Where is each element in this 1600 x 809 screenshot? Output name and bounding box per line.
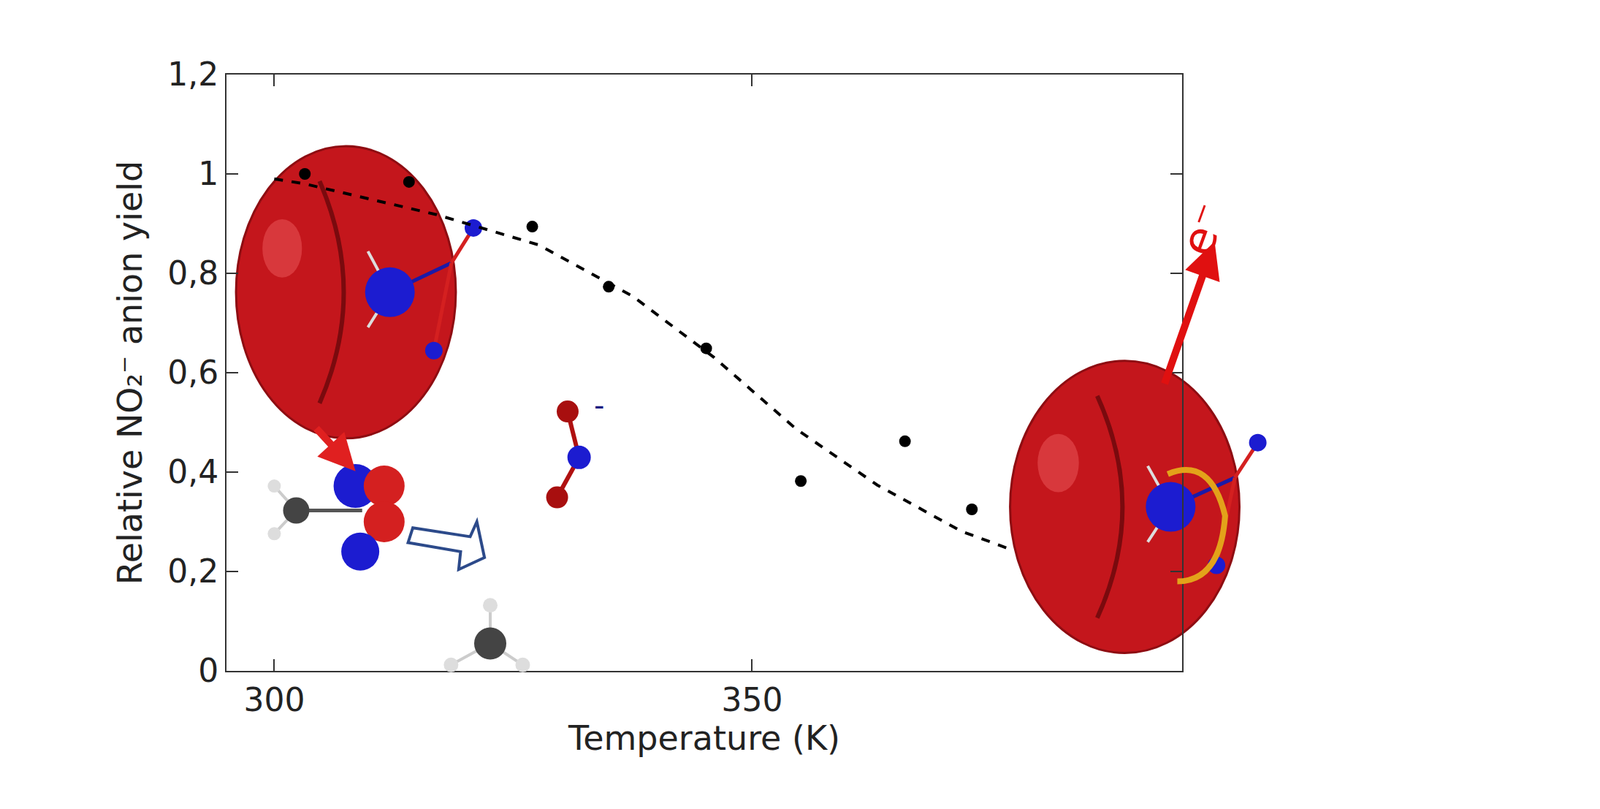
svg-text:Temperature (K): Temperature (K)	[567, 718, 841, 758]
svg-text:e⁻: e⁻	[1169, 195, 1238, 264]
svg-text:1: 1	[197, 154, 219, 193]
svg-text:0,6: 0,6	[167, 353, 219, 391]
svg-text:0,2: 0,2	[167, 552, 219, 590]
svg-text:0,4: 0,4	[167, 452, 219, 491]
svg-text:350: 350	[721, 680, 783, 719]
svg-text:0,8: 0,8	[167, 254, 219, 292]
svg-text:-: -	[593, 388, 605, 423]
svg-text:0: 0	[197, 651, 219, 689]
svg-text:Relative NO₂⁻ anion yield: Relative NO₂⁻ anion yield	[110, 160, 150, 585]
svg-text:1,2: 1,2	[167, 55, 219, 93]
svg-text:300: 300	[243, 680, 305, 719]
